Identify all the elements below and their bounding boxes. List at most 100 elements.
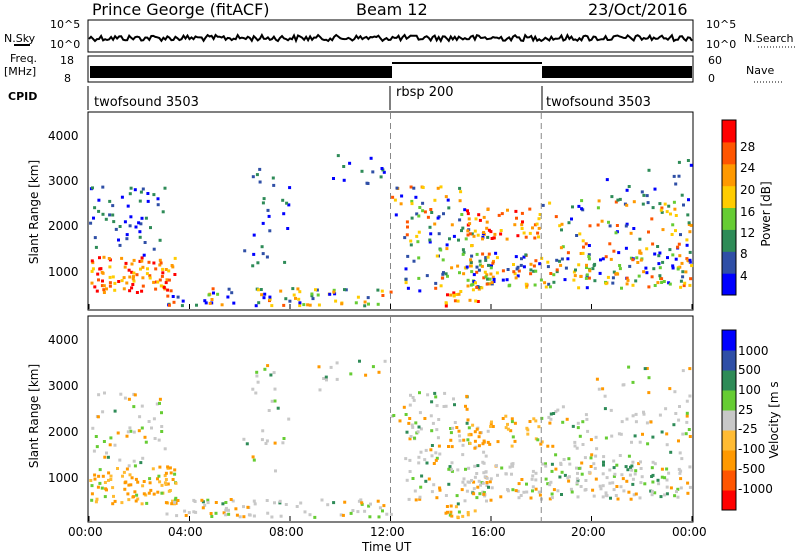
heatmap-cell <box>481 481 485 485</box>
heatmap-cell <box>418 391 421 395</box>
heatmap-cell <box>174 496 178 500</box>
heatmap-cell <box>688 283 692 287</box>
heatmap-cell <box>593 466 597 470</box>
heatmap-cell <box>122 470 126 474</box>
heatmap-cell <box>131 277 135 281</box>
heatmap-cell <box>473 509 477 513</box>
heatmap-cell <box>524 235 528 239</box>
heatmap-cell <box>111 213 115 217</box>
heatmap-cell <box>286 227 290 230</box>
heatmap-cell <box>544 285 548 289</box>
heatmap-cell <box>481 252 485 256</box>
heatmap-cell <box>435 428 439 432</box>
heatmap-cell <box>165 278 169 282</box>
heatmap-cell <box>603 407 607 411</box>
heatmap-cell <box>456 515 460 519</box>
heatmap-cell <box>364 373 368 377</box>
heatmap-cell <box>671 253 675 257</box>
heatmap-cell <box>492 280 496 283</box>
heatmap-cell <box>360 502 364 506</box>
heatmap-cell <box>475 270 479 274</box>
heatmap-cell <box>642 412 646 416</box>
noise-trace <box>88 32 693 44</box>
heatmap-cell <box>458 434 461 438</box>
heatmap-cell <box>462 251 466 255</box>
heatmap-cell <box>229 498 233 501</box>
heatmap-cell <box>173 273 177 276</box>
heatmap-cell <box>619 485 623 489</box>
heatmap-cell <box>376 302 380 306</box>
heatmap-cell <box>141 187 145 191</box>
heatmap-cell <box>656 478 660 482</box>
heatmap-cell <box>104 217 108 221</box>
heatmap-cell <box>235 513 239 517</box>
heatmap-cell <box>647 376 651 380</box>
power-panel: Slant Range [km] 1000 2000 3000 4000 4 8… <box>27 111 773 311</box>
heatmap-cell <box>512 263 515 266</box>
heatmap-cell <box>490 237 494 240</box>
heatmap-cell <box>226 295 230 299</box>
heatmap-cell <box>281 198 285 202</box>
heatmap-cell <box>576 421 580 425</box>
heatmap-cell <box>206 498 210 502</box>
heatmap-cell <box>530 477 534 481</box>
heatmap-cell <box>99 267 103 271</box>
heatmap-cell <box>356 295 360 299</box>
heatmap-cell <box>120 256 124 260</box>
heatmap-cell <box>436 216 440 220</box>
heatmap-cell <box>152 193 156 197</box>
heatmap-cell <box>394 213 398 217</box>
heatmap-cell <box>533 236 537 240</box>
heatmap-cell <box>151 467 155 471</box>
nave-tick-top: 60 <box>708 54 722 67</box>
heatmap-cell <box>411 477 415 480</box>
heatmap-cell <box>449 438 453 442</box>
heatmap-cell <box>251 175 255 179</box>
heatmap-cell <box>631 258 635 262</box>
heatmap-cell <box>435 254 439 258</box>
heatmap-cell <box>251 264 255 268</box>
heatmap-cell <box>252 499 256 503</box>
heatmap-cell <box>588 269 592 273</box>
heatmap-cell <box>630 468 634 472</box>
heatmap-cell <box>149 226 152 230</box>
heatmap-cell <box>509 429 513 433</box>
heatmap-cell <box>471 288 475 292</box>
heatmap-cell <box>274 469 277 473</box>
power-ylabel: Slant Range [km] <box>27 160 41 264</box>
heatmap-cell <box>351 509 355 512</box>
heatmap-cell <box>668 282 672 286</box>
velocity-cbar-swatch <box>722 370 736 391</box>
heatmap-cell <box>662 280 666 283</box>
heatmap-cell <box>132 495 136 499</box>
power-cbar-frame <box>721 119 737 296</box>
heatmap-cell <box>171 295 175 298</box>
heatmap-cell <box>629 231 633 235</box>
heatmap-cell <box>686 481 690 485</box>
heatmap-cell <box>624 246 628 250</box>
heatmap-cell <box>560 228 563 232</box>
heatmap-cell <box>593 279 597 283</box>
heatmap-cell <box>256 288 260 292</box>
heatmap-cell <box>504 472 508 476</box>
heatmap-cell <box>160 491 164 495</box>
heatmap-cell <box>140 216 144 220</box>
heatmap-cell <box>510 444 514 448</box>
heatmap-cell <box>273 387 277 391</box>
heatmap-cell <box>409 185 413 189</box>
heatmap-cell <box>108 281 112 285</box>
heatmap-cell <box>559 246 563 250</box>
heatmap-cell <box>682 203 685 207</box>
heatmap-cell <box>627 454 631 458</box>
heatmap-cell <box>589 456 593 460</box>
heatmap-cell <box>678 471 682 475</box>
heatmap-cell <box>567 479 571 483</box>
power-ytick-1000: 1000 <box>48 265 79 279</box>
velocity-panel: Slant Range [km] 1000 2000 3000 4000 100… <box>27 315 781 523</box>
heatmap-cell <box>298 304 302 308</box>
station-title: Prince George (fitACF) <box>92 0 270 19</box>
heatmap-cell <box>513 272 517 276</box>
heatmap-cell <box>520 227 524 230</box>
heatmap-cell <box>617 251 621 255</box>
heatmap-cell <box>97 198 101 202</box>
